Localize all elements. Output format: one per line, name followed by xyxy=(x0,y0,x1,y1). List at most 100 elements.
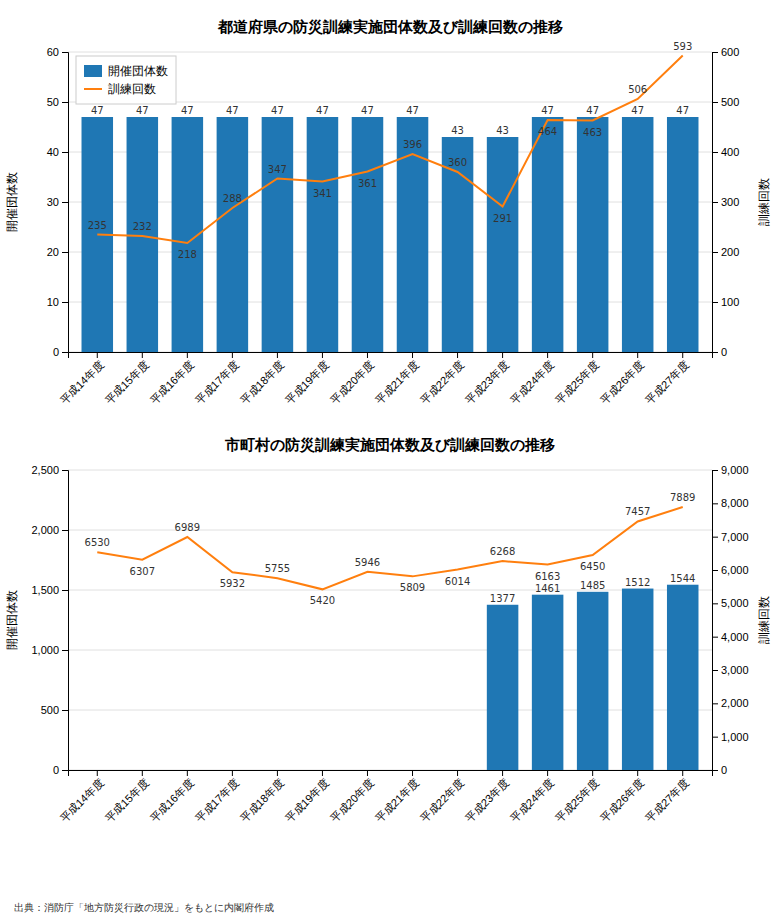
y-axis-tick: 0 xyxy=(53,346,68,358)
grid-line xyxy=(68,302,712,303)
y-axis-tick-label: 60 xyxy=(47,46,59,58)
bar xyxy=(667,117,699,352)
chart: 1377146114851512154465306307698959325755… xyxy=(5,464,771,825)
bar-label: 1512 xyxy=(625,577,650,588)
x-axis-tick: 平成22年度 xyxy=(418,352,466,407)
x-axis-tick-mark xyxy=(232,352,233,358)
x-axis-tick: 平成14年度 xyxy=(58,770,106,825)
x-axis-tick-label: 平成14年度 xyxy=(58,776,106,824)
x-axis-tick-mark xyxy=(592,770,593,776)
y2-axis-tick: 8,000 xyxy=(712,497,749,509)
x-axis: 平成14年度平成15年度平成16年度平成17年度平成18年度平成19年度平成20… xyxy=(58,352,713,407)
y2-axis-tick-mark xyxy=(712,537,718,538)
x-axis-tick-label: 平成21年度 xyxy=(373,776,421,824)
y-axis: 05001,0001,5002,0002,500 xyxy=(31,464,68,776)
y2-axis-tick: 600 xyxy=(712,46,739,58)
y2-axis-tick-label: 200 xyxy=(721,246,739,258)
bar xyxy=(217,117,249,352)
y2-axis-tick-label: 400 xyxy=(721,146,739,158)
y2-axis-tick-mark xyxy=(712,770,718,771)
legend: 開催団体数訓練回数 xyxy=(76,56,176,104)
x-axis-tick: 平成15年度 xyxy=(103,352,151,407)
y-axis-tick-label: 40 xyxy=(47,146,59,158)
data-labels: 4747474747474747434347474747235232218288… xyxy=(88,41,693,261)
x-axis-tick: 平成24年度 xyxy=(508,770,556,825)
x-axis-tick: 平成20年度 xyxy=(328,770,376,825)
x-axis-tick: 平成14年度 xyxy=(58,352,106,407)
grid-line xyxy=(68,590,712,591)
bar xyxy=(532,595,564,770)
bar xyxy=(532,117,564,352)
chart: 4747474747474747434347474747235232218288… xyxy=(5,41,771,407)
y-axis-line xyxy=(62,471,69,771)
y-axis-line xyxy=(62,53,69,353)
y-axis-tick-mark xyxy=(62,252,68,253)
x-axis-tick-label: 平成26年度 xyxy=(598,358,646,406)
x-axis-tick-label: 平成19年度 xyxy=(283,358,331,406)
y-axis-tick: 60 xyxy=(47,46,68,58)
bar xyxy=(667,585,699,770)
x-axis-tick: 平成21年度 xyxy=(373,352,421,407)
line-label: 6014 xyxy=(445,576,470,587)
legend-swatch xyxy=(84,65,102,77)
x-axis-tick: 平成26年度 xyxy=(598,770,646,825)
y2-axis-line xyxy=(713,471,719,771)
line-label: 5755 xyxy=(265,563,290,574)
y2-axis-tick: 5,000 xyxy=(712,597,749,609)
line-label: 232 xyxy=(133,221,152,232)
bar xyxy=(577,117,609,352)
x-axis-tick-label: 平成15年度 xyxy=(103,776,151,824)
legend-swatch xyxy=(84,88,102,90)
x-axis-tick-label: 平成22年度 xyxy=(418,358,466,406)
x-axis-tick-label: 平成25年度 xyxy=(553,358,601,406)
line-label: 361 xyxy=(358,178,377,189)
x-axis-tick-label: 平成23年度 xyxy=(463,776,511,824)
bar xyxy=(577,592,609,770)
x-axis-tick: 平成19年度 xyxy=(283,352,331,407)
x-axis-tick: 平成16年度 xyxy=(148,352,196,407)
bar xyxy=(397,770,429,771)
x-axis-tick-mark xyxy=(277,770,278,776)
legend-entry: 訓練回数 xyxy=(108,82,156,96)
x-axis-tick-mark xyxy=(547,770,548,776)
y2-axis-tick-label: 100 xyxy=(721,296,739,308)
line-label: 506 xyxy=(628,84,647,95)
x-axis-tick-mark xyxy=(232,770,233,776)
x-axis-tick-mark xyxy=(187,770,188,776)
y2-axis-tick-mark xyxy=(712,570,718,571)
y-axis-tick: 50 xyxy=(47,96,68,108)
line-label: 463 xyxy=(583,127,602,138)
y-axis-tick: 40 xyxy=(47,146,68,158)
line-label: 341 xyxy=(313,188,332,199)
y-axis-tick-label: 2,500 xyxy=(31,464,59,476)
y-axis-tick-mark xyxy=(62,470,68,471)
y2-axis-tick-mark xyxy=(712,152,718,153)
title: 市町村の防災訓練実施団体数及び訓練回数の推移 xyxy=(224,436,555,454)
y-axis-tick-label: 30 xyxy=(47,196,59,208)
bar xyxy=(82,770,114,771)
bar xyxy=(262,117,294,352)
y-axis-tick: 30 xyxy=(47,196,68,208)
bar xyxy=(172,770,204,771)
y-axis-tick-mark xyxy=(62,590,68,591)
x-axis-tick: 平成24年度 xyxy=(508,352,556,407)
x-axis-tick: 平成21年度 xyxy=(373,770,421,825)
x-axis-tick: 平成18年度 xyxy=(238,770,286,825)
bar-label: 47 xyxy=(226,105,239,116)
grid-line xyxy=(68,530,712,531)
y-axis-tick-label: 2,000 xyxy=(31,524,59,536)
x-axis-tick-label: 平成22年度 xyxy=(418,776,466,824)
line-label: 464 xyxy=(538,126,557,137)
y2-axis-tick-mark xyxy=(712,470,718,471)
x-axis-tick-mark xyxy=(637,770,638,776)
y-axis-tick-label: 20 xyxy=(47,246,59,258)
x-axis-tick-label: 平成27年度 xyxy=(643,358,691,406)
bar xyxy=(262,770,294,771)
x-axis-tick-label: 平成21年度 xyxy=(373,358,421,406)
x-axis-tick: 平成16年度 xyxy=(148,770,196,825)
y-axis-tick: 1,500 xyxy=(31,584,68,596)
bar-label: 47 xyxy=(586,105,599,116)
x-axis-tick-label: 平成18年度 xyxy=(238,776,286,824)
x-axis-tick: 平成20年度 xyxy=(328,352,376,407)
x-axis-tick-label: 平成23年度 xyxy=(463,358,511,406)
